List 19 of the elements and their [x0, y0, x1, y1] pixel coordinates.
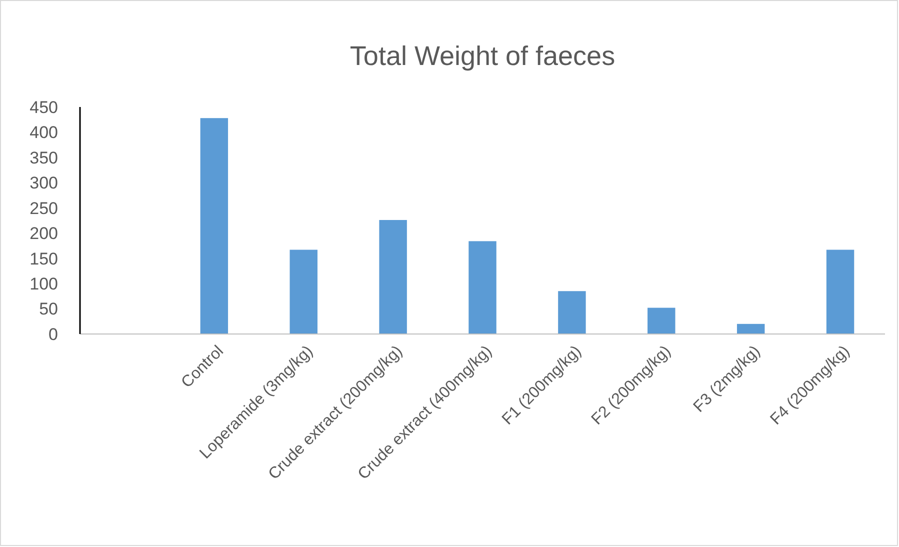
- bar: [736, 324, 765, 334]
- bar: [290, 250, 318, 334]
- bar: [379, 220, 407, 334]
- y-tick-label: 350: [30, 148, 58, 168]
- y-tick-label: 250: [30, 198, 58, 218]
- y-tick-label: 200: [30, 224, 58, 244]
- y-tick-label: 450: [30, 98, 58, 117]
- bar: [468, 241, 496, 334]
- y-tick-label: 300: [30, 174, 58, 193]
- bar: [200, 118, 228, 334]
- bar: [558, 291, 586, 334]
- y-tick-label: 0: [48, 324, 58, 344]
- y-tick-label: 100: [30, 274, 58, 294]
- y-tick-label: 150: [30, 249, 58, 268]
- bar: [826, 250, 854, 334]
- y-tick-label: 50: [39, 300, 58, 319]
- y-tick-label: 400: [30, 123, 58, 142]
- chart-title: Total Weight of faeces: [350, 41, 616, 71]
- bar: [648, 308, 676, 334]
